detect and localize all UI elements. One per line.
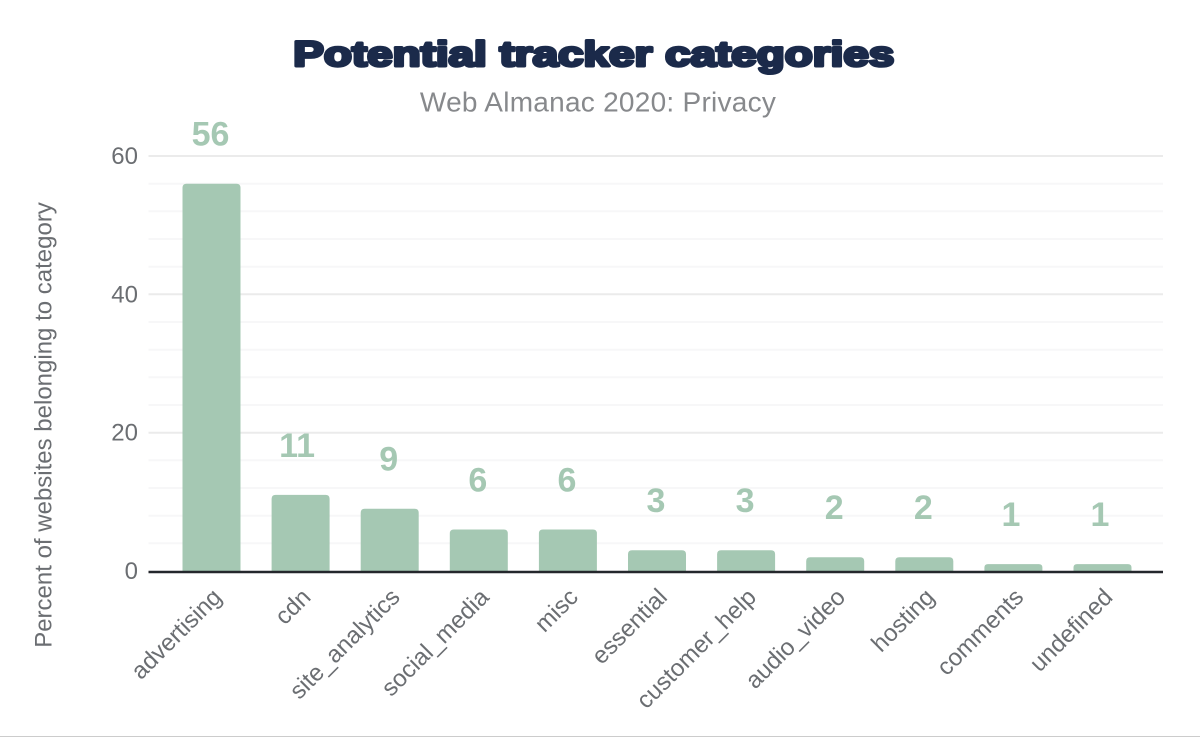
svg-text:2: 2 <box>825 489 844 527</box>
svg-text:1: 1 <box>1091 496 1110 534</box>
svg-text:Potential tracker categories: Potential tracker categories <box>293 35 894 74</box>
svg-text:6: 6 <box>468 462 487 500</box>
svg-text:11: 11 <box>279 427 315 465</box>
svg-text:40: 40 <box>111 281 138 308</box>
svg-text:2: 2 <box>914 489 933 527</box>
svg-text:Percent of websites belonging: Percent of websites belonging to categor… <box>31 202 58 648</box>
svg-text:9: 9 <box>379 441 398 479</box>
svg-text:3: 3 <box>647 482 666 520</box>
svg-text:6: 6 <box>557 462 576 500</box>
svg-text:0: 0 <box>125 558 138 585</box>
svg-text:56: 56 <box>192 116 230 154</box>
svg-text:20: 20 <box>111 420 138 447</box>
svg-text:3: 3 <box>736 482 755 520</box>
svg-text:Web Almanac 2020: Privacy: Web Almanac 2020: Privacy <box>420 87 776 118</box>
svg-text:60: 60 <box>111 143 138 170</box>
svg-text:1: 1 <box>1001 496 1020 534</box>
